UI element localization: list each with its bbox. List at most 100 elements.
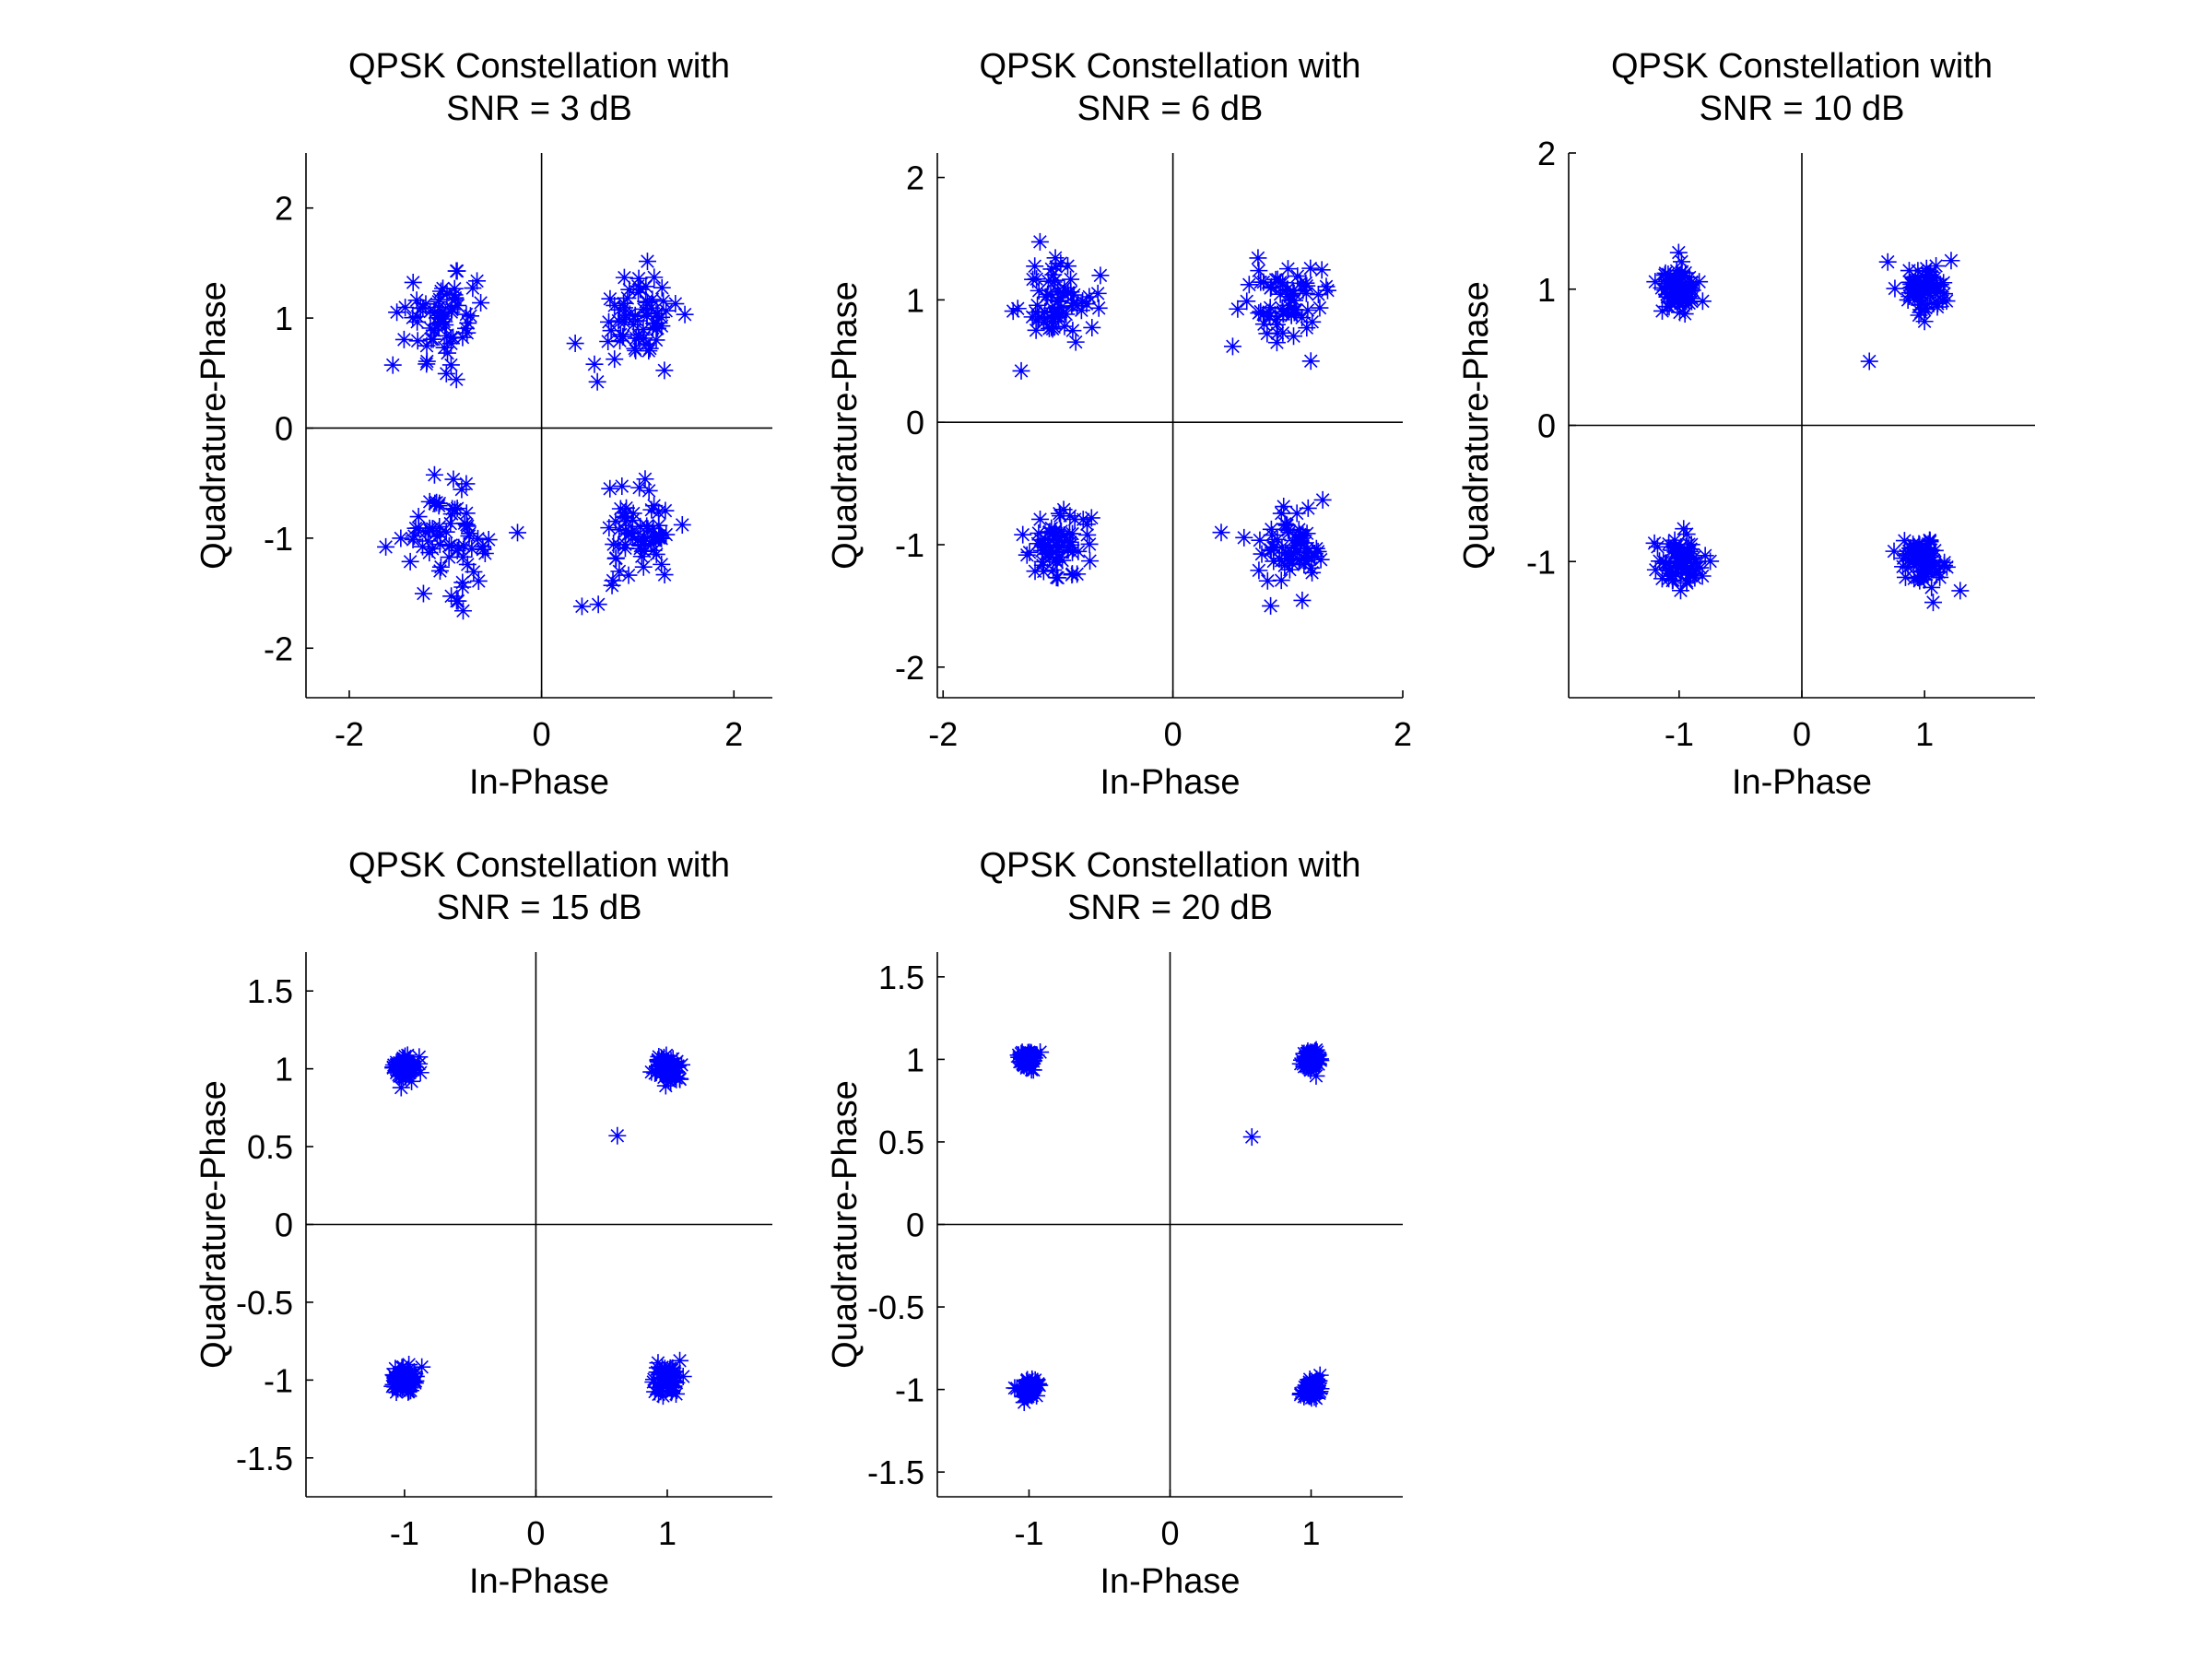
data-point <box>1878 253 1897 271</box>
data-point <box>408 332 427 350</box>
data-point <box>1024 1061 1042 1079</box>
data-point <box>644 519 663 537</box>
data-point <box>1923 279 1941 298</box>
data-point <box>655 566 674 584</box>
data-point <box>1916 565 1935 583</box>
data-point <box>1068 565 1087 583</box>
y-tick-label: 0 <box>275 1206 293 1244</box>
data-point <box>1059 284 1077 302</box>
data-point <box>431 558 450 576</box>
data-point <box>1276 557 1294 575</box>
data-point <box>1682 540 1700 559</box>
data-point <box>1021 1379 1040 1397</box>
data-point <box>647 331 665 349</box>
data-point <box>1306 547 1324 565</box>
data-point <box>1293 591 1312 609</box>
data-point <box>630 478 649 497</box>
data-point <box>1275 498 1293 516</box>
data-point <box>629 325 648 344</box>
data-point <box>1055 317 1074 335</box>
plot-title-line: QPSK Constellation with <box>980 846 1361 885</box>
data-point <box>1064 294 1082 312</box>
x-tick-label: 1 <box>658 1514 677 1552</box>
x-tick-label: -1 <box>1665 715 1694 753</box>
data-point <box>479 531 498 549</box>
data-point <box>1292 1051 1311 1069</box>
data-point <box>1038 309 1056 327</box>
data-point <box>418 532 437 550</box>
y-tick-label: 1 <box>906 281 924 319</box>
data-point <box>615 268 633 287</box>
data-point <box>1653 278 1671 297</box>
data-point <box>431 524 450 543</box>
data-point <box>1266 270 1285 288</box>
data-point <box>413 1358 431 1376</box>
data-point <box>1078 525 1097 544</box>
data-point <box>657 1046 676 1065</box>
data-point <box>1927 276 1946 294</box>
data-point <box>1249 249 1267 267</box>
data-point <box>1285 327 1303 346</box>
data-point <box>615 294 633 312</box>
y-tick-label: 1 <box>906 1041 924 1078</box>
x-axis-label: In-Phase <box>1732 763 1872 802</box>
data-point <box>1042 260 1061 278</box>
data-point <box>605 535 623 554</box>
data-point <box>403 1072 421 1090</box>
data-point <box>409 508 428 526</box>
data-point <box>1004 302 1022 321</box>
data-point <box>650 1047 668 1065</box>
data-point <box>1299 1386 1317 1405</box>
data-point <box>1917 259 1936 277</box>
y-tick-label: 0.5 <box>247 1128 293 1166</box>
data-point <box>1023 308 1041 326</box>
data-point <box>509 524 527 542</box>
data-point <box>572 597 591 616</box>
data-point <box>1025 1378 1043 1396</box>
data-point <box>1251 531 1269 549</box>
data-point <box>1028 270 1046 288</box>
data-point <box>615 313 633 332</box>
data-point <box>1676 549 1694 568</box>
data-point <box>1914 276 1933 294</box>
data-point <box>1229 300 1247 318</box>
data-point <box>1295 556 1313 574</box>
data-point <box>1026 1371 1044 1389</box>
data-point <box>405 527 423 546</box>
data-point <box>1679 535 1698 554</box>
data-point <box>617 522 635 540</box>
data-point <box>431 313 450 332</box>
data-point <box>644 1373 663 1391</box>
data-point <box>1899 559 1917 577</box>
data-point <box>1271 285 1289 303</box>
data-point <box>1050 504 1068 523</box>
data-point <box>649 1052 667 1070</box>
data-point <box>653 278 671 297</box>
data-point <box>391 1379 409 1397</box>
data-point <box>1036 302 1054 321</box>
data-point <box>1670 540 1688 559</box>
data-point <box>442 300 461 319</box>
data-point <box>1915 571 1934 589</box>
data-point <box>1671 303 1689 322</box>
plot-title-line: SNR = 20 dB <box>1067 888 1273 927</box>
data-point <box>624 527 642 546</box>
data-point <box>661 1058 679 1077</box>
data-point <box>1292 534 1311 552</box>
data-point <box>1675 520 1693 538</box>
scatter-points <box>377 253 694 620</box>
data-point <box>1262 279 1280 298</box>
data-point <box>642 500 661 519</box>
data-point <box>1937 292 1956 311</box>
data-point <box>455 514 474 533</box>
x-tick-label: 1 <box>1302 1514 1321 1552</box>
data-point <box>453 602 472 620</box>
data-point <box>1302 559 1321 577</box>
data-point <box>429 292 448 311</box>
data-point <box>609 312 628 330</box>
x-tick-label: 2 <box>724 715 743 753</box>
data-point <box>1915 312 1934 331</box>
data-point <box>1922 541 1940 559</box>
data-point <box>635 300 653 318</box>
